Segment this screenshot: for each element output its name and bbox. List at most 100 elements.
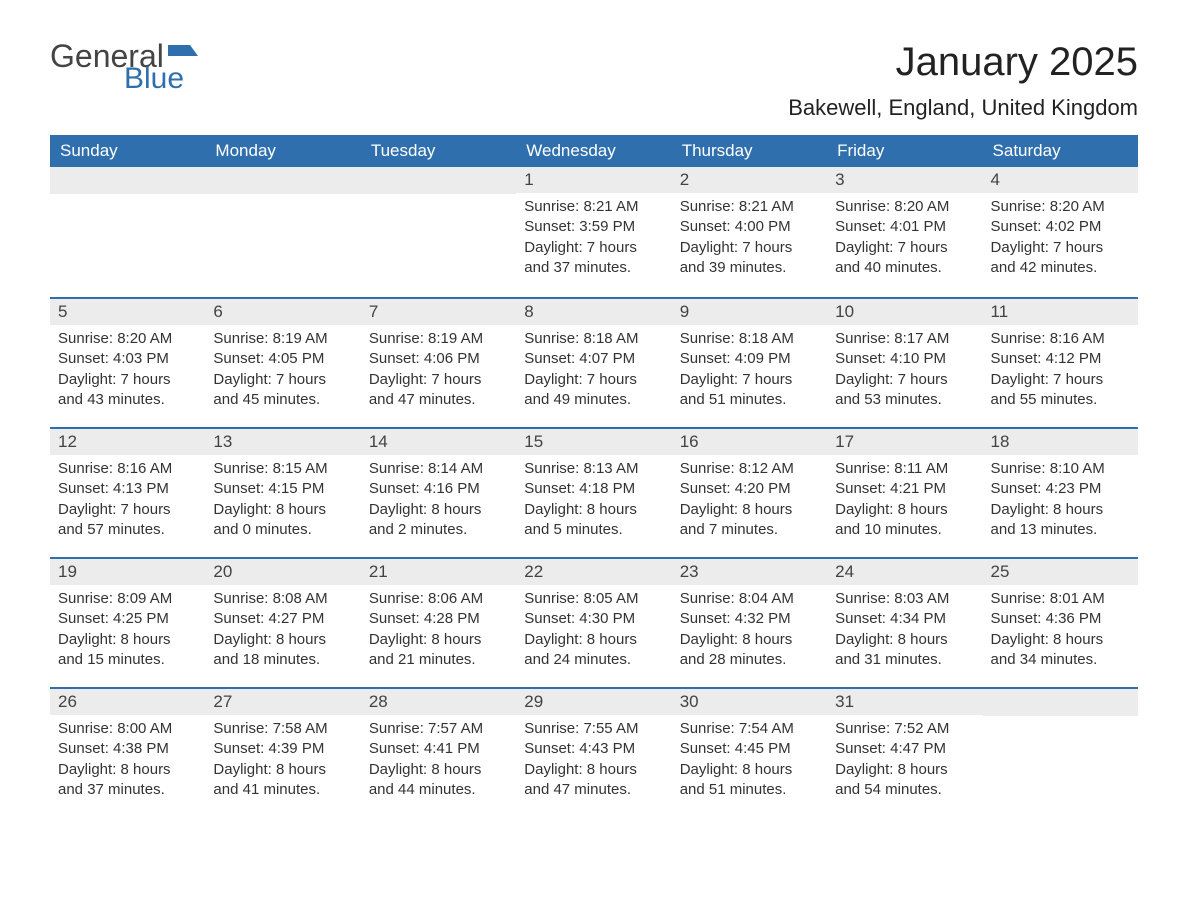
daylight-text-1: Daylight: 7 hours	[213, 370, 352, 390]
sunset-text: Sunset: 4:12 PM	[991, 349, 1130, 369]
sunset-text: Sunset: 4:38 PM	[58, 739, 197, 759]
daylight-text-2: and 55 minutes.	[991, 390, 1130, 410]
day-cell: 24Sunrise: 8:03 AMSunset: 4:34 PMDayligh…	[827, 559, 982, 683]
day-number: 12	[50, 429, 205, 455]
day-content: Sunrise: 8:21 AMSunset: 3:59 PMDaylight:…	[516, 193, 671, 286]
daylight-text-1: Daylight: 8 hours	[213, 500, 352, 520]
day-number: 31	[827, 689, 982, 715]
sunset-text: Sunset: 4:18 PM	[524, 479, 663, 499]
day-content: Sunrise: 8:01 AMSunset: 4:36 PMDaylight:…	[983, 585, 1138, 678]
daylight-text-2: and 51 minutes.	[680, 390, 819, 410]
day-cell: 10Sunrise: 8:17 AMSunset: 4:10 PMDayligh…	[827, 299, 982, 423]
weekday-header-cell: Tuesday	[361, 135, 516, 167]
day-number: 14	[361, 429, 516, 455]
sunset-text: Sunset: 4:05 PM	[213, 349, 352, 369]
sunset-text: Sunset: 4:27 PM	[213, 609, 352, 629]
sunset-text: Sunset: 4:03 PM	[58, 349, 197, 369]
daylight-text-2: and 18 minutes.	[213, 650, 352, 670]
week-row: 12Sunrise: 8:16 AMSunset: 4:13 PMDayligh…	[50, 427, 1138, 553]
sunset-text: Sunset: 4:43 PM	[524, 739, 663, 759]
sunrise-text: Sunrise: 8:18 AM	[524, 329, 663, 349]
weekday-header-cell: Wednesday	[516, 135, 671, 167]
day-cell: 5Sunrise: 8:20 AMSunset: 4:03 PMDaylight…	[50, 299, 205, 423]
daylight-text-1: Daylight: 7 hours	[680, 370, 819, 390]
weekday-header-cell: Sunday	[50, 135, 205, 167]
day-cell: 1Sunrise: 8:21 AMSunset: 3:59 PMDaylight…	[516, 167, 671, 293]
day-content: Sunrise: 8:06 AMSunset: 4:28 PMDaylight:…	[361, 585, 516, 678]
sunset-text: Sunset: 4:32 PM	[680, 609, 819, 629]
daylight-text-1: Daylight: 8 hours	[369, 630, 508, 650]
month-title: January 2025	[788, 40, 1138, 85]
day-number: 8	[516, 299, 671, 325]
daylight-text-2: and 10 minutes.	[835, 520, 974, 540]
location-subtitle: Bakewell, England, United Kingdom	[788, 95, 1138, 121]
day-content: Sunrise: 7:54 AMSunset: 4:45 PMDaylight:…	[672, 715, 827, 808]
day-content: Sunrise: 8:19 AMSunset: 4:06 PMDaylight:…	[361, 325, 516, 418]
day-content: Sunrise: 8:14 AMSunset: 4:16 PMDaylight:…	[361, 455, 516, 548]
day-cell: 19Sunrise: 8:09 AMSunset: 4:25 PMDayligh…	[50, 559, 205, 683]
day-content: Sunrise: 7:57 AMSunset: 4:41 PMDaylight:…	[361, 715, 516, 808]
day-cell: 26Sunrise: 8:00 AMSunset: 4:38 PMDayligh…	[50, 689, 205, 813]
logo-text-blue: Blue	[124, 64, 198, 94]
day-number: 23	[672, 559, 827, 585]
sunrise-text: Sunrise: 7:57 AM	[369, 719, 508, 739]
daylight-text-1: Daylight: 7 hours	[524, 238, 663, 258]
sunrise-text: Sunrise: 8:04 AM	[680, 589, 819, 609]
day-cell: 31Sunrise: 7:52 AMSunset: 4:47 PMDayligh…	[827, 689, 982, 813]
sunrise-text: Sunrise: 8:05 AM	[524, 589, 663, 609]
day-content: Sunrise: 8:08 AMSunset: 4:27 PMDaylight:…	[205, 585, 360, 678]
day-content: Sunrise: 8:19 AMSunset: 4:05 PMDaylight:…	[205, 325, 360, 418]
daylight-text-2: and 2 minutes.	[369, 520, 508, 540]
empty-day-number	[361, 167, 516, 194]
sunrise-text: Sunrise: 8:09 AM	[58, 589, 197, 609]
day-number: 27	[205, 689, 360, 715]
daylight-text-1: Daylight: 8 hours	[524, 760, 663, 780]
day-cell	[983, 689, 1138, 813]
daylight-text-2: and 41 minutes.	[213, 780, 352, 800]
title-block: January 2025 Bakewell, England, United K…	[788, 40, 1138, 121]
day-content: Sunrise: 8:05 AMSunset: 4:30 PMDaylight:…	[516, 585, 671, 678]
daylight-text-2: and 44 minutes.	[369, 780, 508, 800]
day-number: 17	[827, 429, 982, 455]
sunrise-text: Sunrise: 8:17 AM	[835, 329, 974, 349]
day-cell	[361, 167, 516, 293]
sunset-text: Sunset: 4:30 PM	[524, 609, 663, 629]
day-number: 4	[983, 167, 1138, 193]
daylight-text-2: and 53 minutes.	[835, 390, 974, 410]
weekday-header-row: SundayMondayTuesdayWednesdayThursdayFrid…	[50, 135, 1138, 167]
day-content: Sunrise: 8:15 AMSunset: 4:15 PMDaylight:…	[205, 455, 360, 548]
day-cell: 18Sunrise: 8:10 AMSunset: 4:23 PMDayligh…	[983, 429, 1138, 553]
sunrise-text: Sunrise: 7:54 AM	[680, 719, 819, 739]
day-content: Sunrise: 7:52 AMSunset: 4:47 PMDaylight:…	[827, 715, 982, 808]
daylight-text-2: and 57 minutes.	[58, 520, 197, 540]
day-content: Sunrise: 8:04 AMSunset: 4:32 PMDaylight:…	[672, 585, 827, 678]
day-number: 7	[361, 299, 516, 325]
day-cell: 2Sunrise: 8:21 AMSunset: 4:00 PMDaylight…	[672, 167, 827, 293]
day-cell: 27Sunrise: 7:58 AMSunset: 4:39 PMDayligh…	[205, 689, 360, 813]
daylight-text-2: and 47 minutes.	[369, 390, 508, 410]
day-content: Sunrise: 7:58 AMSunset: 4:39 PMDaylight:…	[205, 715, 360, 808]
daylight-text-1: Daylight: 8 hours	[524, 630, 663, 650]
daylight-text-2: and 40 minutes.	[835, 258, 974, 278]
sunset-text: Sunset: 4:13 PM	[58, 479, 197, 499]
daylight-text-2: and 7 minutes.	[680, 520, 819, 540]
sunset-text: Sunset: 4:25 PM	[58, 609, 197, 629]
day-cell	[205, 167, 360, 293]
day-number: 19	[50, 559, 205, 585]
day-number: 1	[516, 167, 671, 193]
day-number: 11	[983, 299, 1138, 325]
day-cell: 25Sunrise: 8:01 AMSunset: 4:36 PMDayligh…	[983, 559, 1138, 683]
empty-day-number	[983, 689, 1138, 716]
day-number: 9	[672, 299, 827, 325]
day-number: 18	[983, 429, 1138, 455]
page-header: General Blue January 2025 Bakewell, Engl…	[50, 40, 1138, 121]
day-cell: 29Sunrise: 7:55 AMSunset: 4:43 PMDayligh…	[516, 689, 671, 813]
day-number: 6	[205, 299, 360, 325]
sunset-text: Sunset: 4:20 PM	[680, 479, 819, 499]
day-content: Sunrise: 8:09 AMSunset: 4:25 PMDaylight:…	[50, 585, 205, 678]
day-number: 30	[672, 689, 827, 715]
logo: General Blue	[50, 40, 198, 94]
day-number: 2	[672, 167, 827, 193]
sunrise-text: Sunrise: 8:14 AM	[369, 459, 508, 479]
day-content: Sunrise: 7:55 AMSunset: 4:43 PMDaylight:…	[516, 715, 671, 808]
